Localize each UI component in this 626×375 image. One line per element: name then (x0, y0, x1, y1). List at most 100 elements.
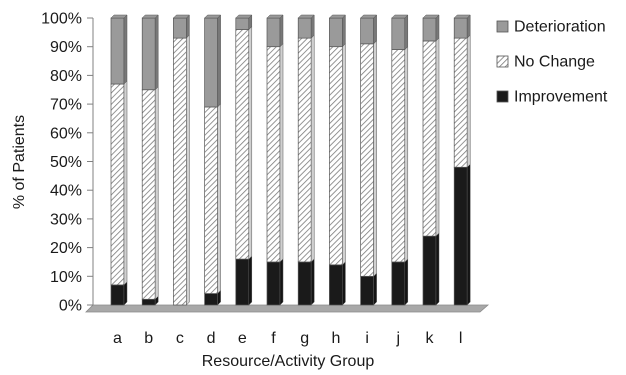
bar-side-improvement (373, 272, 377, 306)
bar-top (203, 14, 222, 19)
y-tick-label: 20% (50, 240, 82, 257)
bar-side-improvement (466, 163, 471, 306)
bar-segment-no-change (204, 106, 218, 294)
x-axis: a b c d e f g h i j k l (113, 330, 462, 347)
legend-label-deterioration: Deterioration (514, 19, 606, 36)
bar-top (391, 14, 409, 19)
bar-side-no-change (342, 43, 346, 266)
bar-top (172, 14, 191, 19)
bar-top (141, 14, 159, 19)
legend-swatch-no-change (496, 55, 509, 68)
bar-segment-deterioration (453, 17, 468, 39)
bar-segment-improvement (391, 261, 406, 306)
x-tick-label-k: k (426, 330, 435, 347)
y-tick-label: 50% (50, 154, 82, 171)
y-tick-label: 70% (50, 97, 82, 114)
bar-segment-deterioration (110, 17, 125, 85)
y-tick-label: 100% (41, 11, 82, 28)
bar-segment-deterioration (173, 17, 187, 39)
legend-swatch-improvement (496, 90, 509, 103)
bar-side-improvement (310, 258, 315, 306)
y-tick-label: 30% (50, 211, 82, 228)
chart-floor (85, 304, 490, 313)
bar-side-deterioration (435, 14, 440, 42)
legend: Deterioration No Change Improvement (496, 19, 608, 106)
bar-segment-deterioration (297, 17, 312, 39)
bar-i (359, 14, 378, 306)
x-tick-label-h: h (331, 330, 340, 347)
bar-segment-no-change (297, 37, 312, 263)
y-tick-label: 90% (50, 39, 82, 56)
x-tick-label-i: i (365, 330, 369, 347)
bar-top (297, 14, 315, 19)
x-tick-label-j: j (396, 330, 401, 347)
x-tick-label-f: f (271, 330, 276, 347)
bar-side-improvement (248, 255, 253, 306)
y-tick-label: 40% (50, 183, 82, 200)
bar-top (328, 14, 347, 19)
bar-g (297, 14, 315, 306)
bar-segment-improvement (422, 235, 437, 306)
bar-b (141, 14, 159, 306)
bar-side-deterioration (342, 14, 346, 48)
bar-segment-improvement (453, 166, 468, 306)
bar-segment-no-change (360, 43, 374, 277)
x-tick-label-l: l (459, 330, 463, 347)
bar-side-deterioration (373, 14, 377, 45)
bar-side-deterioration (123, 14, 128, 85)
bar-segment-deterioration (360, 17, 374, 45)
bar-a (110, 14, 128, 306)
bar-top (422, 14, 440, 19)
x-tick-label-d: d (207, 330, 216, 347)
bar-top (266, 14, 284, 19)
bar-segment-deterioration (204, 17, 218, 108)
bar-segment-deterioration (141, 17, 156, 91)
bar-side-no-change (217, 103, 221, 295)
bar-segment-no-change (453, 37, 468, 168)
bar-segment-improvement (235, 258, 250, 306)
bar-side-deterioration (217, 14, 221, 108)
x-tick-label-c: c (176, 330, 184, 347)
x-tick-label-a: a (113, 330, 122, 347)
bar-side-no-change (186, 34, 190, 306)
y-tick-label: 10% (50, 269, 82, 286)
bar-side-improvement (123, 281, 128, 306)
bar-side-improvement (404, 258, 409, 306)
bar-segment-no-change (329, 46, 343, 266)
bar-l (453, 14, 471, 306)
bar-segment-no-change (110, 83, 125, 286)
bar-side-no-change (279, 43, 284, 263)
x-tick-label-b: b (144, 330, 153, 347)
y-tick-label: 80% (50, 68, 82, 85)
bar-segment-no-change (422, 40, 437, 237)
y-axis: 0% 10% 20% 30% 40% 50% 60% 70% 80% 90% 100% (41, 11, 94, 315)
bar-side-deterioration (154, 14, 159, 91)
bar-segment-deterioration (329, 17, 343, 48)
bar-segment-no-change (235, 29, 250, 260)
bar-side-improvement (279, 258, 284, 306)
bar-segment-deterioration (235, 17, 250, 30)
y-axis-title: % of Patients (11, 115, 28, 209)
bar-e (235, 14, 253, 306)
bar-j (391, 14, 409, 306)
bar-side-no-change (123, 80, 128, 286)
bar-segment-improvement (329, 264, 343, 306)
bar-segment-no-change (173, 37, 187, 306)
bar-top (110, 14, 128, 19)
bar-c (172, 14, 191, 306)
bar-side-no-change (373, 40, 377, 277)
bar-side-deterioration (310, 14, 315, 39)
bar-f (266, 14, 284, 306)
bar-h (328, 14, 347, 306)
x-tick-label-g: g (300, 330, 309, 347)
bar-top (235, 14, 253, 19)
bar-segment-no-change (266, 46, 281, 263)
bar-top (359, 14, 378, 19)
bar-segment-deterioration (266, 17, 281, 48)
legend-label-no-change: No Change (514, 54, 595, 71)
y-tick-label: 0% (59, 298, 82, 315)
bar-segment-improvement (204, 293, 218, 306)
x-tick-label-e: e (238, 330, 247, 347)
bar-segment-improvement (297, 261, 312, 306)
